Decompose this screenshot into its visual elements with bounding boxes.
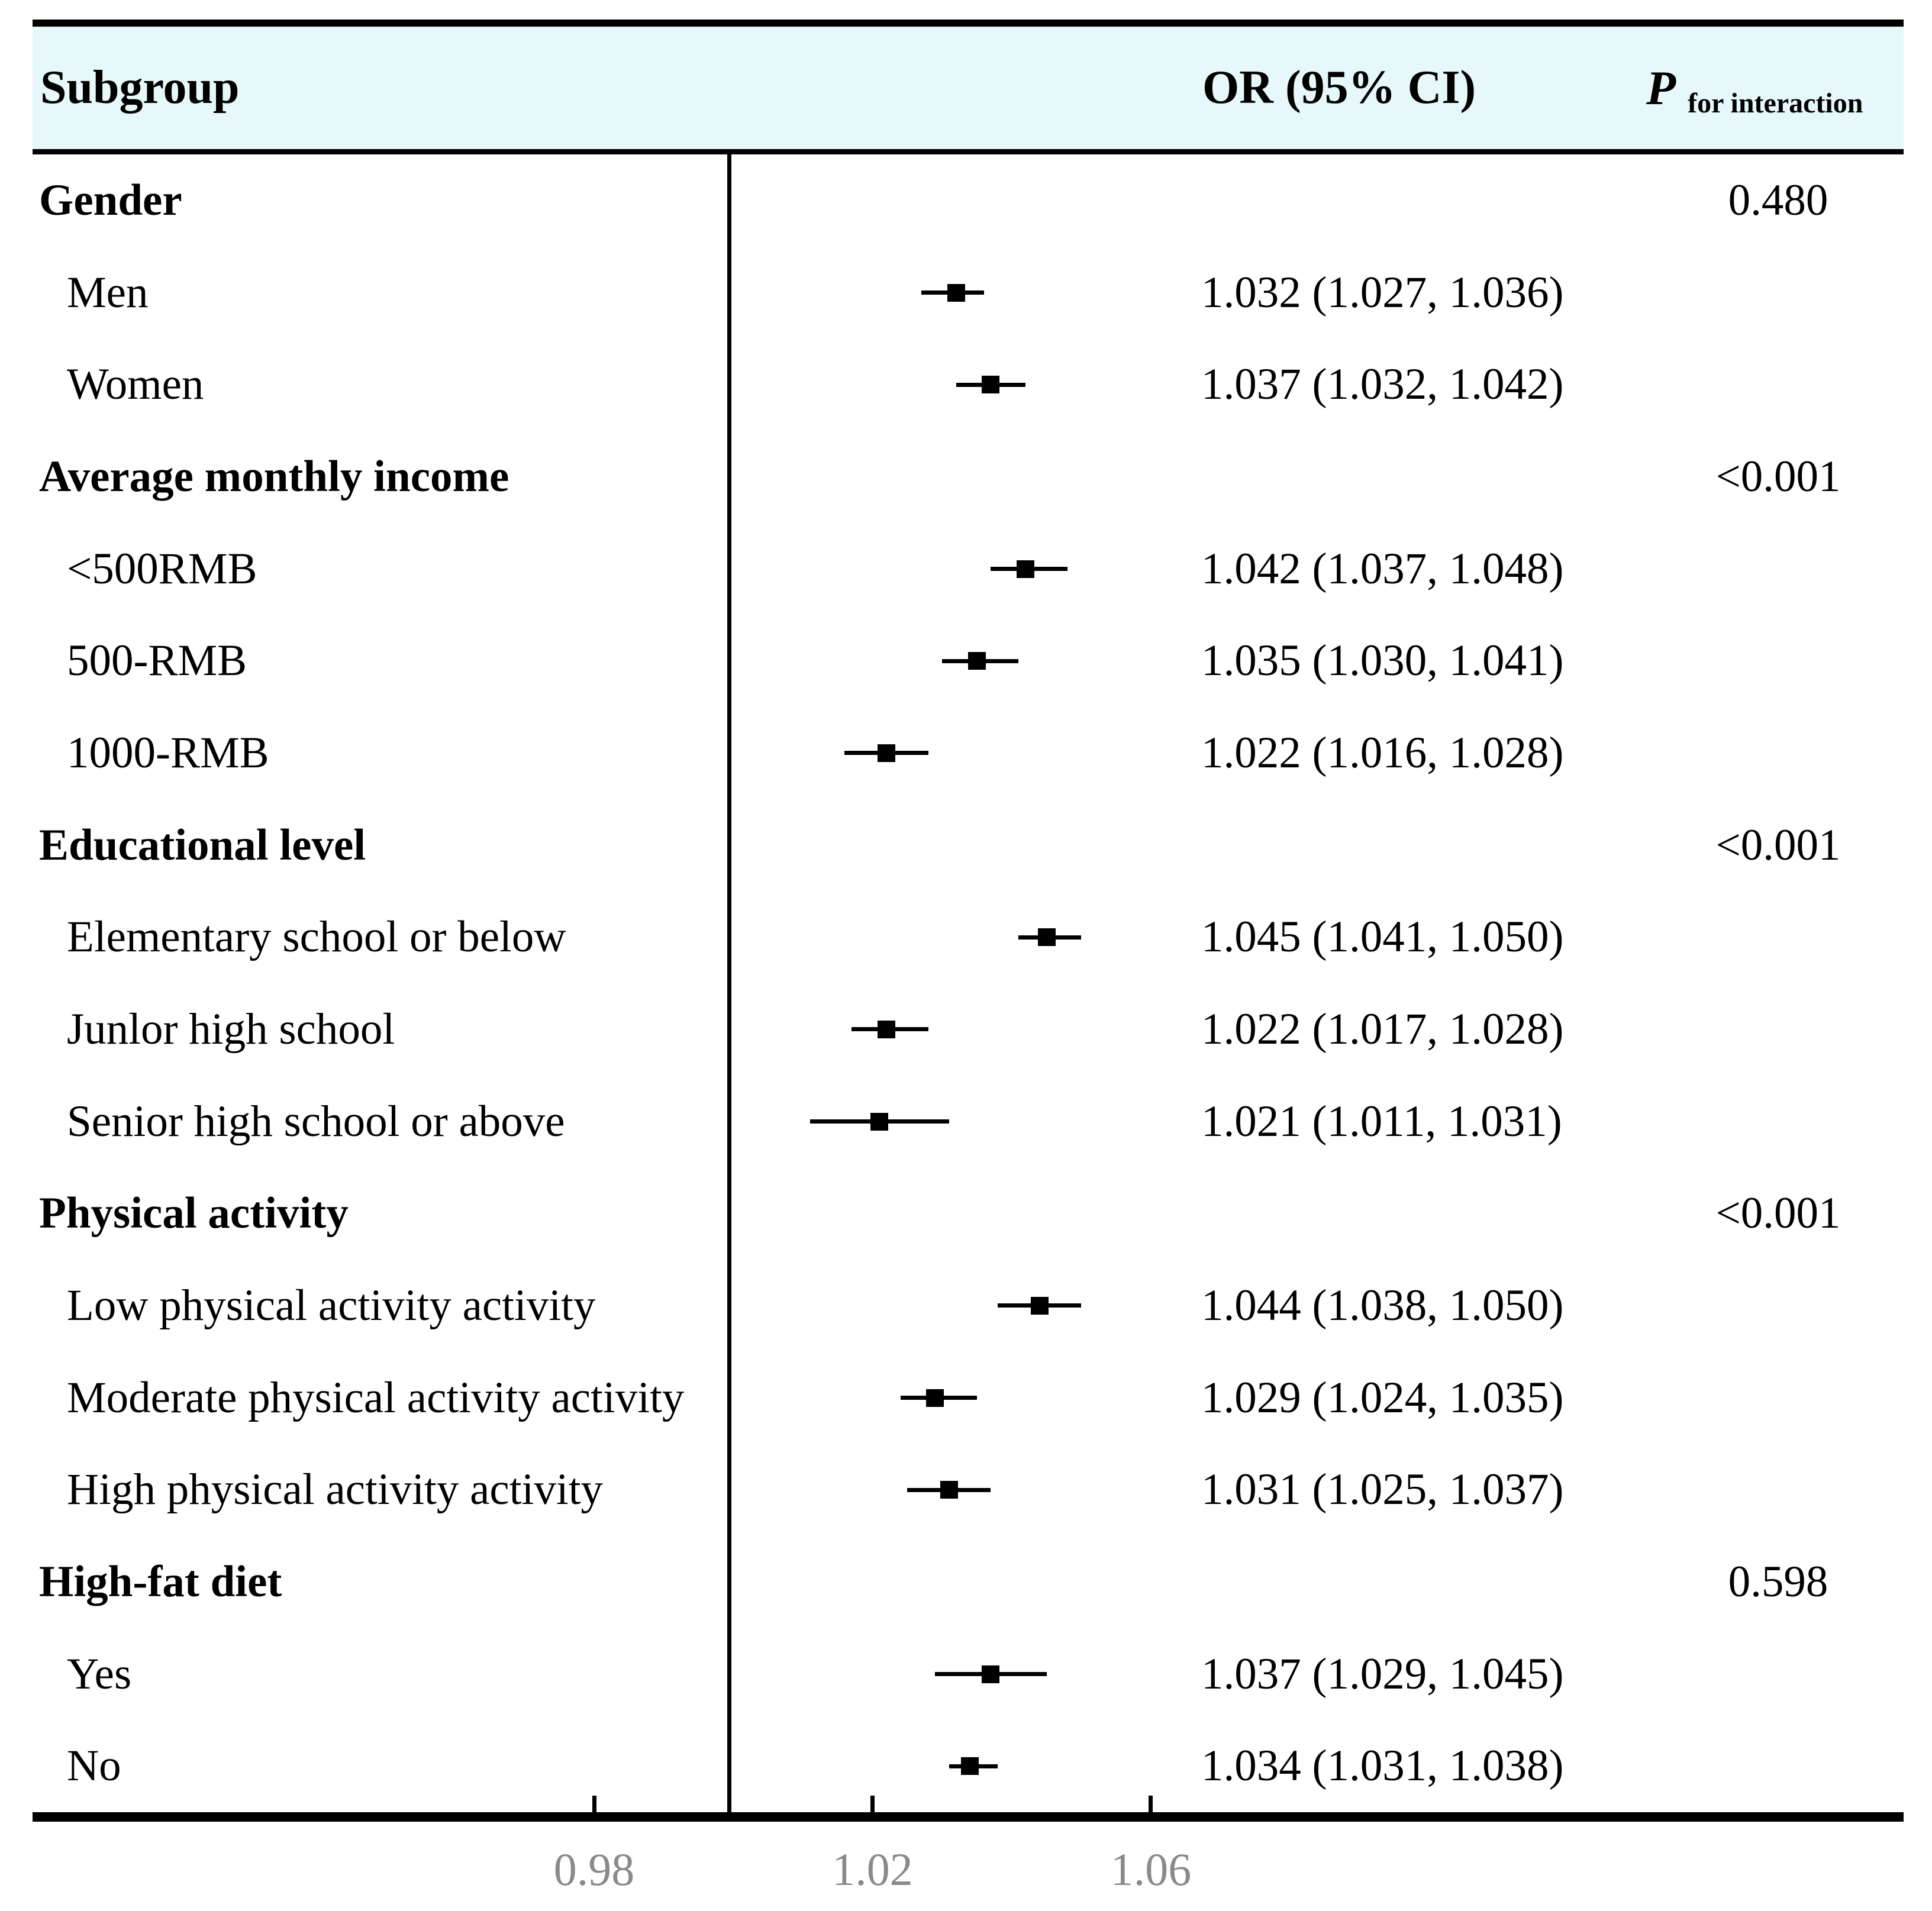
p-interaction-value: 0.480 (1728, 175, 1828, 225)
or-point-marker (1030, 1296, 1049, 1315)
subgroup-item-label: Junlor high school (67, 1004, 395, 1054)
subgroup-item-label: 500-RMB (67, 636, 247, 686)
or-point-marker (870, 1112, 889, 1131)
subgroup-item-label: Yes (67, 1649, 132, 1699)
subgroup-item-label: <500RMB (67, 544, 257, 593)
or-point-marker (1037, 928, 1056, 947)
x-axis-line (33, 1812, 1904, 1822)
top-rule (33, 20, 1904, 27)
or-ci-value: 1.035 (1.030, 1.041) (1201, 636, 1564, 686)
reference-line (727, 154, 731, 1812)
or-point-marker (982, 376, 1000, 394)
or-ci-value: 1.042 (1.037, 1.048) (1201, 544, 1564, 593)
subgroup-item-label: Low physical activity activity (67, 1280, 596, 1330)
header-bottom-rule (33, 149, 1904, 154)
x-axis-tick-label: 0.98 (553, 1844, 635, 1895)
subgroup-section-label: Physical activity (39, 1189, 349, 1238)
subgroup-section-label: Gender (39, 175, 182, 225)
p-interaction-value: 0.598 (1728, 1557, 1828, 1606)
or-ci-value: 1.037 (1.032, 1.042) (1201, 360, 1564, 409)
p-interaction-value: <0.001 (1715, 1189, 1841, 1238)
p-subscript: for interaction (1688, 88, 1863, 119)
or-point-marker (1017, 560, 1035, 578)
or-ci-value: 1.022 (1.017, 1.028) (1201, 1004, 1564, 1054)
subgroup-item-label: Moderate physical activity activity (67, 1373, 685, 1422)
p-interaction-value: <0.001 (1715, 820, 1841, 870)
subgroup-item-label: Men (67, 267, 149, 317)
or-ci-value: 1.044 (1.038, 1.050) (1201, 1280, 1564, 1330)
or-point-marker (878, 744, 895, 762)
subgroup-item-label: Elementary school or below (67, 912, 566, 962)
subgroup-section-label: Educational level (39, 820, 366, 870)
subgroup-item-label: 1000-RMB (67, 728, 269, 777)
column-header-or-ci: OR (95% CI) (1202, 62, 1476, 114)
or-point-marker (961, 1757, 979, 1776)
or-point-marker (940, 1481, 958, 1499)
or-ci-value: 1.034 (1.031, 1.038) (1201, 1741, 1564, 1791)
subgroup-section-label: Average monthly income (39, 451, 509, 501)
or-ci-value: 1.022 (1.016, 1.028) (1201, 728, 1564, 777)
or-point-marker (947, 283, 965, 302)
or-ci-value: 1.045 (1.041, 1.050) (1201, 912, 1564, 962)
or-ci-value: 1.031 (1.025, 1.037) (1201, 1465, 1564, 1515)
subgroup-item-label: High physical activity activity (67, 1465, 604, 1515)
subgroup-item-label: No (67, 1741, 121, 1791)
or-ci-value: 1.029 (1.024, 1.035) (1201, 1373, 1564, 1422)
header-band (33, 27, 1904, 149)
p-interaction-value: <0.001 (1715, 451, 1841, 501)
or-point-marker (926, 1389, 944, 1407)
x-axis-tick (592, 1796, 596, 1812)
or-point-marker (982, 1665, 1000, 1683)
subgroup-item-label: Senior high school or above (67, 1096, 565, 1146)
x-axis-tick (1149, 1796, 1153, 1812)
subgroup-item-label: Women (67, 360, 204, 409)
or-point-marker (967, 652, 986, 670)
p-symbol: P (1646, 61, 1676, 115)
or-point-marker (878, 1020, 895, 1038)
column-header-subgroup: Subgroup (40, 62, 240, 114)
x-axis-tick-label: 1.06 (1110, 1844, 1192, 1895)
or-ci-value: 1.021 (1.011, 1.031) (1201, 1096, 1562, 1146)
x-axis-tick-label: 1.02 (832, 1844, 913, 1895)
x-axis-tick (870, 1796, 875, 1812)
subgroup-section-label: High-fat diet (39, 1557, 282, 1606)
or-ci-value: 1.032 (1.027, 1.036) (1201, 267, 1564, 317)
or-ci-value: 1.037 (1.029, 1.045) (1201, 1649, 1564, 1699)
